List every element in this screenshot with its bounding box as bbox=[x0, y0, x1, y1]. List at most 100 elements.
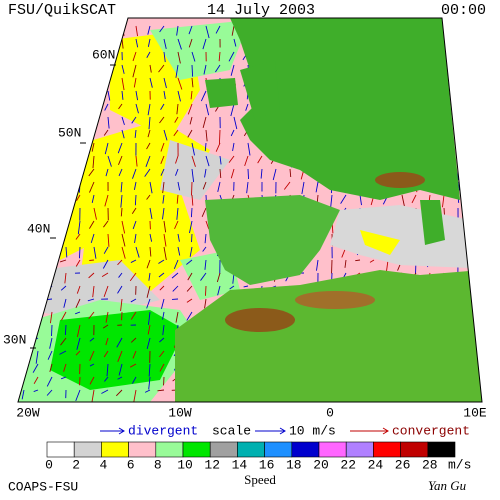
footer-left: COAPS-FSU bbox=[8, 479, 78, 494]
colorbar-cell bbox=[182, 441, 211, 458]
wind-arrow bbox=[177, 51, 181, 64]
wind-arrow bbox=[129, 363, 137, 368]
colorbar-cell bbox=[46, 441, 75, 458]
wind-arrow bbox=[115, 389, 123, 397]
wind-arrow bbox=[6, 39, 10, 45]
wind-arrow bbox=[23, 142, 27, 154]
wind-arrow bbox=[121, 129, 125, 139]
wind-arrow bbox=[161, 298, 165, 309]
wind-arrow bbox=[147, 129, 151, 138]
wind-arrow bbox=[7, 91, 10, 99]
wind-arrow bbox=[186, 298, 193, 303]
wind-arrow bbox=[176, 194, 179, 204]
wind-arrow bbox=[146, 337, 151, 350]
wind-arrow bbox=[49, 337, 53, 349]
lat-label: 50N bbox=[58, 125, 81, 140]
wind-arrow bbox=[471, 90, 476, 99]
wind-arrow bbox=[37, 207, 42, 218]
wind-arrow bbox=[23, 207, 27, 217]
speed-zone bbox=[50, 310, 185, 390]
wind-arrow bbox=[149, 64, 152, 73]
wind-arrow bbox=[173, 259, 179, 269]
arrow-head bbox=[118, 427, 125, 435]
wind-arrow bbox=[8, 351, 10, 361]
wind-arrow bbox=[163, 129, 168, 141]
wind-arrow bbox=[186, 259, 193, 265]
wind-arrow bbox=[146, 194, 151, 200]
wind-arrow bbox=[6, 143, 10, 152]
colorbar-cell bbox=[345, 441, 374, 458]
wind-arrow bbox=[46, 272, 53, 277]
wind-arrow bbox=[148, 311, 151, 325]
wind-arrow bbox=[230, 129, 235, 137]
wind-arrow bbox=[104, 142, 109, 155]
wind-arrow bbox=[61, 311, 67, 321]
wind-arrow bbox=[21, 64, 25, 76]
wind-arrow bbox=[133, 77, 137, 88]
wind-arrow bbox=[471, 116, 476, 126]
wind-arrow bbox=[33, 389, 39, 392]
wind-arrow bbox=[89, 181, 95, 193]
wind-arrow bbox=[65, 142, 69, 152]
wind-arrow bbox=[204, 259, 207, 270]
wind-arrow bbox=[60, 376, 67, 380]
colorbar-tick-label: 26 bbox=[395, 457, 411, 472]
wind-arrow bbox=[177, 246, 181, 256]
wind-arrow bbox=[79, 103, 84, 112]
colorbar-cell bbox=[291, 441, 320, 458]
wind-arrow bbox=[135, 155, 138, 167]
land-ireland bbox=[205, 78, 238, 108]
wind-arrow bbox=[455, 64, 459, 73]
wind-arrow bbox=[469, 142, 473, 153]
wind-arrow bbox=[21, 389, 25, 400]
wind-arrow bbox=[62, 51, 67, 59]
wind-arrow bbox=[106, 363, 109, 377]
wind-arrow bbox=[163, 38, 167, 49]
wind-arrow bbox=[21, 259, 25, 272]
wind-arrow bbox=[62, 90, 67, 102]
wind-arrow bbox=[132, 51, 137, 62]
relief bbox=[225, 308, 295, 332]
wind-arrow bbox=[106, 38, 109, 48]
wind-arrow bbox=[107, 116, 110, 129]
wind-arrow bbox=[471, 246, 475, 261]
wind-arrow bbox=[121, 90, 124, 100]
wind-arrow bbox=[121, 38, 124, 49]
wind-arrow bbox=[116, 337, 123, 348]
wind-arrow bbox=[60, 337, 67, 346]
wind-arrow bbox=[77, 220, 81, 235]
wind-arrow bbox=[101, 272, 109, 278]
wind-arrow bbox=[76, 194, 81, 202]
wind-arrow bbox=[359, 194, 362, 206]
wind-arrow bbox=[470, 38, 473, 49]
wind-arrow bbox=[177, 38, 182, 50]
wind-arrow bbox=[107, 90, 111, 101]
wind-arrow bbox=[23, 181, 26, 192]
wind-arrow bbox=[37, 25, 42, 38]
wind-arrow bbox=[121, 77, 125, 91]
wind-arrow bbox=[470, 259, 473, 269]
wind-arrow bbox=[93, 246, 97, 259]
wind-arrow bbox=[205, 129, 208, 142]
wind-arrow bbox=[34, 103, 39, 113]
arrow-head bbox=[279, 427, 286, 435]
wind-arrow bbox=[191, 155, 196, 167]
wind-arrow bbox=[233, 116, 238, 130]
colorbar-title: Speed bbox=[244, 472, 276, 487]
wind-arrow bbox=[131, 207, 137, 215]
wind-arrow bbox=[344, 259, 347, 268]
wind-arrow bbox=[219, 168, 222, 179]
wind-arrow bbox=[7, 390, 10, 401]
wind-arrow bbox=[36, 259, 39, 270]
wind-arrow bbox=[215, 64, 221, 73]
wind-arrow bbox=[246, 181, 249, 194]
wind-arrow bbox=[91, 389, 95, 402]
wind-arrow bbox=[146, 142, 151, 150]
wind-arrow bbox=[89, 363, 95, 367]
wind-arrow bbox=[132, 168, 137, 179]
wind-arrow bbox=[135, 246, 140, 258]
wind-arrow bbox=[10, 234, 12, 246]
wind-arrow bbox=[120, 207, 123, 217]
wind-arrow bbox=[4, 299, 10, 304]
wind-arrow bbox=[176, 207, 179, 220]
